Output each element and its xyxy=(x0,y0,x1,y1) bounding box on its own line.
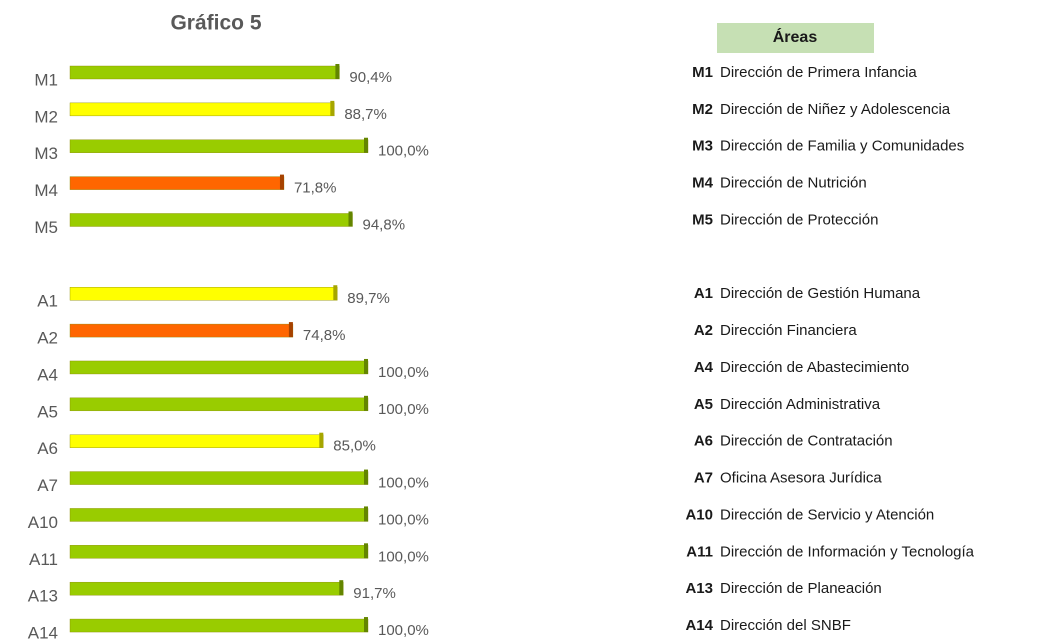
category-label: A6 xyxy=(37,439,58,458)
bar xyxy=(69,102,335,117)
category-label: A14 xyxy=(28,624,58,639)
value-label: 71,8% xyxy=(294,180,337,197)
bar-end xyxy=(364,137,368,153)
category-label: M4 xyxy=(34,181,58,200)
legend-name: Dirección de Familia y Comunidades xyxy=(720,138,964,155)
value-label: 100,0% xyxy=(378,143,429,160)
category-label: A13 xyxy=(28,587,58,606)
bar xyxy=(69,213,353,227)
legend-name: Dirección de Información y Tecnología xyxy=(720,543,975,560)
bar-end xyxy=(364,617,368,633)
bar-end xyxy=(364,358,368,374)
category-label: A4 xyxy=(37,365,58,384)
bar xyxy=(69,471,369,485)
category-label: A10 xyxy=(28,513,58,532)
value-label: 91,7% xyxy=(353,585,396,602)
category-label: A11 xyxy=(29,550,58,569)
category-label: M2 xyxy=(34,107,58,126)
chart-title: Gráfico 5 xyxy=(170,12,261,35)
legend-name: Dirección de Niñez y Adolescencia xyxy=(720,101,951,118)
bar-end xyxy=(319,432,324,448)
bar xyxy=(69,323,294,338)
legend-name: Dirección de Planeación xyxy=(720,580,882,597)
legend-code: A4 xyxy=(694,359,714,376)
bar xyxy=(69,618,369,633)
legend-name: Dirección de Protección xyxy=(720,211,878,228)
bar xyxy=(69,139,369,153)
value-label: 100,0% xyxy=(378,475,429,492)
bar xyxy=(69,434,324,448)
category-label: A2 xyxy=(37,329,58,348)
legend-code: A14 xyxy=(685,617,713,634)
bar xyxy=(69,508,369,522)
bar xyxy=(69,65,340,80)
legend-name: Dirección Financiera xyxy=(720,322,857,339)
legend-code: A6 xyxy=(694,433,713,450)
category-label: A7 xyxy=(37,476,58,495)
bar-end xyxy=(330,100,335,116)
legend-code: M5 xyxy=(692,211,713,228)
legend-code: M3 xyxy=(692,138,713,155)
legend-code: M1 xyxy=(692,64,713,81)
bar-end xyxy=(279,174,284,190)
bar xyxy=(69,545,369,559)
value-label: 74,8% xyxy=(303,327,346,344)
legend-code: A2 xyxy=(694,322,713,339)
value-label: 89,7% xyxy=(347,290,390,307)
value-label: 100,0% xyxy=(378,622,429,639)
category-label: M5 xyxy=(34,218,58,237)
legend-name: Dirección de Primera Infancia xyxy=(720,64,917,81)
bar-end xyxy=(364,543,368,559)
legend-title: Áreas xyxy=(773,27,818,46)
legend-name: Dirección del SNBF xyxy=(720,617,851,634)
bar-end xyxy=(364,469,368,485)
legend-name: Dirección de Abastecimiento xyxy=(720,359,909,376)
bar xyxy=(69,287,338,301)
legend-code: A11 xyxy=(686,543,713,560)
value-label: 90,4% xyxy=(349,69,392,86)
legend-code: A13 xyxy=(685,580,713,597)
legend-name: Dirección de Servicio y Atención xyxy=(720,506,934,523)
bar xyxy=(69,397,369,412)
legend-name: Dirección de Contratación xyxy=(720,433,893,450)
legend-header xyxy=(717,23,874,53)
legend-code: M2 xyxy=(692,101,713,118)
legend-name: Dirección de Nutrición xyxy=(720,175,867,192)
legend-code: A1 xyxy=(694,285,713,302)
legend-code: A7 xyxy=(694,470,713,487)
legend-name: Oficina Asesora Jurídica xyxy=(720,470,882,487)
bar xyxy=(69,581,344,596)
category-label: M1 xyxy=(34,70,58,89)
bar xyxy=(69,360,369,375)
bar-end xyxy=(288,322,293,338)
value-label: 94,8% xyxy=(363,216,406,233)
value-label: 100,0% xyxy=(378,401,429,418)
bar-end xyxy=(364,395,368,411)
bar-end xyxy=(335,64,340,79)
value-label: 100,0% xyxy=(378,548,429,565)
bar-end xyxy=(339,580,344,596)
bar xyxy=(69,176,285,190)
legend-name: Dirección Administrativa xyxy=(720,396,881,413)
category-label: M3 xyxy=(34,144,58,163)
legend-name: Dirección de Gestión Humana xyxy=(720,285,921,302)
legend-code: A10 xyxy=(685,506,713,523)
legend-code: M4 xyxy=(692,175,713,192)
value-label: 85,0% xyxy=(333,438,376,455)
value-label: 100,0% xyxy=(378,511,429,528)
category-label: A5 xyxy=(37,402,58,421)
bar-end xyxy=(348,211,353,227)
bar-end xyxy=(364,506,368,522)
category-label: A1 xyxy=(37,292,58,311)
bar-end xyxy=(333,285,338,301)
value-label: 100,0% xyxy=(378,364,429,381)
value-label: 88,7% xyxy=(344,106,387,123)
legend-code: A5 xyxy=(694,396,713,413)
